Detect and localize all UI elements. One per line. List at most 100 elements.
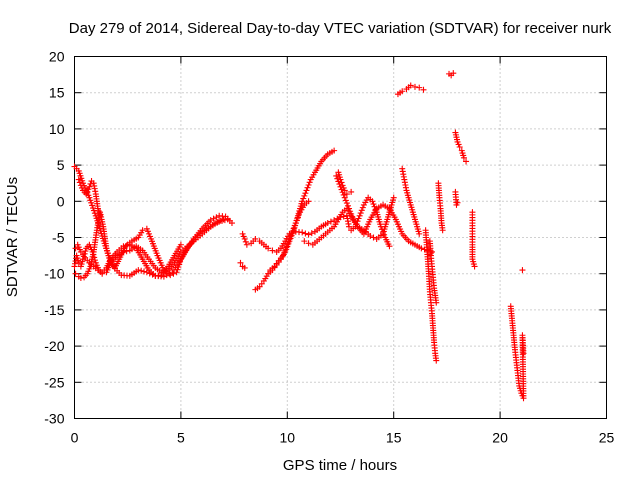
data-point-sat-m bbox=[348, 188, 355, 195]
data-point-sat-f bbox=[327, 218, 334, 225]
x-axis-label: GPS time / hours bbox=[283, 457, 397, 474]
data-point-sat-l bbox=[356, 212, 363, 219]
data-point-sat-b bbox=[173, 269, 180, 276]
data-point-sat-s bbox=[450, 70, 457, 77]
data-point-sat-a bbox=[141, 268, 148, 275]
data-point-sat-g bbox=[331, 147, 338, 154]
axis-ticks: 0 5 10 15 20 25 -30 -25 -20 -15 -10 -5 0 5 10 15 20 bbox=[44, 49, 614, 446]
data-point-sat-k bbox=[341, 194, 348, 201]
y-tick-label: 15 bbox=[49, 85, 65, 101]
data-point-sat-l bbox=[372, 206, 379, 213]
y-tick-label: 20 bbox=[49, 49, 65, 65]
data-point-sat-l bbox=[359, 204, 366, 211]
data-point-sat-a bbox=[210, 215, 217, 222]
data-point-sat-f bbox=[243, 241, 250, 248]
data-point-sat-a bbox=[88, 199, 95, 206]
data-point-sat-b bbox=[177, 258, 184, 265]
data-point-sat-v bbox=[471, 263, 478, 270]
data-point-sat-k bbox=[346, 205, 353, 212]
data-point-sat-k bbox=[370, 234, 377, 241]
data-point-sat-d bbox=[99, 270, 106, 277]
data-point-sat-e bbox=[97, 212, 104, 219]
data-point-sat-c bbox=[123, 242, 130, 249]
y-tick-label: 0 bbox=[57, 193, 65, 209]
data-point-sat-g bbox=[301, 192, 308, 199]
data-point-sat-l bbox=[353, 220, 360, 227]
data-point-sat-q bbox=[433, 299, 440, 306]
data-point-sat-c bbox=[120, 243, 127, 250]
data-point-sat-h bbox=[305, 198, 312, 205]
grid-lines bbox=[74, 56, 607, 419]
data-point-sat-a bbox=[138, 267, 145, 274]
data-point-sat-l bbox=[377, 223, 384, 230]
data-point-sat-f bbox=[299, 229, 306, 236]
data-point-sat-j bbox=[301, 238, 308, 245]
data-point-sat-h bbox=[292, 220, 299, 227]
data-point-sat-h bbox=[284, 241, 291, 248]
data-point-sat-b bbox=[176, 261, 183, 268]
data-point-sat-f bbox=[242, 238, 249, 245]
data-point-sat-k bbox=[342, 197, 349, 204]
data-point-sat-d bbox=[81, 250, 88, 257]
data-point-sat-w bbox=[520, 350, 527, 357]
data-point-sat-l bbox=[357, 210, 364, 217]
data-point-sat-i bbox=[241, 264, 248, 271]
data-point-sat-k bbox=[367, 233, 374, 240]
data-point-sat-l bbox=[370, 201, 377, 208]
data-point-sat-f bbox=[252, 235, 259, 242]
data-point-sat-g bbox=[304, 184, 311, 191]
data-point-sat-a bbox=[87, 197, 94, 204]
y-tick-label: -30 bbox=[44, 411, 64, 427]
chart-title: Day 279 of 2014, Sidereal Day-to-day VTE… bbox=[69, 20, 612, 37]
data-point-sat-b bbox=[170, 270, 177, 277]
data-point-sat-a bbox=[135, 267, 142, 274]
data-point-sat-d bbox=[220, 216, 227, 223]
data-point-sat-h bbox=[289, 228, 296, 235]
y-tick-label: -25 bbox=[44, 374, 64, 390]
data-point-sat-d bbox=[89, 248, 96, 255]
data-point-sat-k bbox=[340, 191, 347, 198]
data-point-sat-k bbox=[348, 210, 355, 217]
x-tick-label: 25 bbox=[599, 430, 615, 446]
data-point-sat-d bbox=[214, 218, 221, 225]
data-point-sat-f bbox=[308, 230, 315, 237]
data-point-sat-l bbox=[346, 223, 353, 230]
data-point-sat-h bbox=[296, 211, 303, 218]
data-point-sat-f bbox=[269, 247, 276, 254]
data-point-sat-x bbox=[519, 267, 526, 274]
y-tick-label: -15 bbox=[44, 302, 64, 318]
data-point-sat-f bbox=[265, 245, 272, 252]
data-point-sat-h bbox=[280, 252, 287, 259]
data-point-sat-t bbox=[463, 158, 470, 165]
data-point-sat-r bbox=[439, 227, 446, 234]
data-point-sat-o bbox=[416, 230, 423, 237]
data-point-sat-d bbox=[161, 268, 168, 275]
data-point-sat-n bbox=[420, 86, 427, 93]
x-tick-label: 10 bbox=[280, 430, 296, 446]
data-point-sat-a bbox=[228, 220, 235, 227]
data-point-sat-l bbox=[371, 203, 378, 210]
data-point-sat-l bbox=[369, 198, 376, 205]
data-point-sat-j bbox=[305, 240, 312, 247]
data-point-sat-d bbox=[90, 251, 97, 258]
data-point-sat-a bbox=[213, 214, 220, 221]
data-point-sat-g bbox=[305, 182, 312, 189]
data-point-sat-l bbox=[378, 226, 385, 233]
data-point-sat-g bbox=[302, 190, 309, 197]
data-point-sat-g bbox=[300, 195, 307, 202]
data-point-sat-h bbox=[294, 214, 301, 221]
data-point-sat-h bbox=[288, 230, 295, 237]
data-point-sat-t bbox=[460, 154, 467, 161]
data-point-sat-d bbox=[123, 248, 130, 255]
data-point-sat-b bbox=[139, 227, 146, 234]
data-point-sat-d bbox=[120, 248, 127, 255]
data-point-sat-d bbox=[82, 248, 89, 255]
data-point-sat-l bbox=[354, 218, 361, 225]
y-tick-label: 5 bbox=[57, 157, 65, 173]
data-point-sat-j bbox=[418, 245, 425, 252]
data-point-sat-d bbox=[217, 217, 224, 224]
y-tick-label: -20 bbox=[44, 338, 64, 354]
data-point-sat-h bbox=[291, 222, 298, 229]
data-point-sat-a bbox=[89, 202, 96, 209]
